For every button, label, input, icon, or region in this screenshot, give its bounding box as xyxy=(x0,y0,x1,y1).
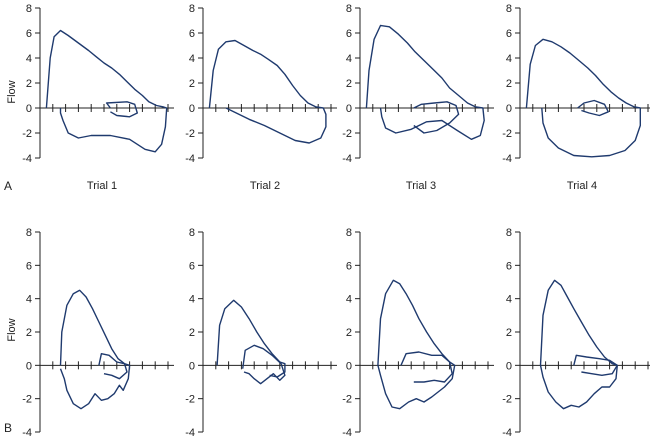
y-tick-label-a-2: 6 xyxy=(189,28,195,40)
plot-a-1: 8 6 4 2 0 -2 -4 xyxy=(22,3,174,165)
flow-loop-b-2-2 xyxy=(242,344,286,385)
flow-loop-a-4-2 xyxy=(577,99,609,117)
y-tick-label-b-4: -2 xyxy=(502,394,512,406)
y-tick-label-b-1: 8 xyxy=(26,227,32,239)
y-tick-label-b-3: 2 xyxy=(346,327,352,339)
y-tick-label-b-4: -4 xyxy=(502,427,512,436)
trial-label-1: Trial 1 xyxy=(87,180,117,192)
y-tick-label-b-3: -2 xyxy=(342,394,352,406)
y-tick-label-b-1: 4 xyxy=(26,294,32,306)
y-tick-label-b-1: 6 xyxy=(26,260,32,272)
flow-loop-b-3-1 xyxy=(377,279,456,410)
y-tick-label-a-3: 8 xyxy=(346,3,352,15)
y-tick-label-a-1: 0 xyxy=(26,103,32,115)
y-tick-label-b-2: 4 xyxy=(189,294,195,306)
flow-loop-b-2-1 xyxy=(216,299,286,378)
y-tick-label-a-2: 4 xyxy=(189,53,195,65)
y-tick-label-b-4: 6 xyxy=(506,260,512,272)
y-axis-label-a: Flow xyxy=(6,80,18,103)
panel-letter-b: B xyxy=(4,421,12,435)
y-tick-label-b-2: -4 xyxy=(185,427,195,436)
y-tick-label-a-4: -2 xyxy=(502,128,512,140)
y-tick-label-a-4: 2 xyxy=(506,78,512,90)
y-tick-label-b-4: 0 xyxy=(506,360,512,372)
plot-b-2: 8 6 4 2 0 -2 -4 xyxy=(185,227,337,439)
y-tick-label-a-4: 4 xyxy=(506,53,512,65)
y-tick-label-a-3: -2 xyxy=(342,128,352,140)
flow-loop-a-4-1 xyxy=(525,38,641,158)
plot-layer: 8 6 4 2 0 -2 -4 8 6 4 2 0 -2 -4 8 6 4 2 0 -2 -4 8 6 4 2 0 -2 -4 8 6 4 2… xyxy=(22,3,650,439)
y-tick-label-b-3: 6 xyxy=(346,260,352,272)
y-tick-label-a-3: -4 xyxy=(342,153,352,165)
plot-b-3: 8 6 4 2 0 -2 -4 xyxy=(342,227,494,439)
y-tick-label-a-3: 2 xyxy=(346,78,352,90)
flow-loop-a-3-2 xyxy=(413,101,460,134)
y-axis-label-b: Flow xyxy=(6,318,18,341)
y-tick-label-b-3: 4 xyxy=(346,294,352,306)
y-tick-label-b-2: 2 xyxy=(189,327,195,339)
y-tick-label-a-2: -2 xyxy=(185,128,195,140)
y-tick-label-a-3: 6 xyxy=(346,28,352,40)
y-tick-label-a-4: 6 xyxy=(506,28,512,40)
y-tick-label-a-1: -4 xyxy=(22,153,32,165)
y-tick-label-a-1: 2 xyxy=(26,78,32,90)
y-tick-label-b-1: -2 xyxy=(22,394,32,406)
plot-b-1: 8 6 4 2 0 -2 -4 xyxy=(22,227,174,439)
panel-letter-a: A xyxy=(4,179,12,193)
y-tick-label-b-1: 2 xyxy=(26,327,32,339)
flow-loop-b-4-1 xyxy=(539,279,618,410)
flow-loop-b-3-2 xyxy=(400,351,453,383)
flow-loop-a-2-1 xyxy=(208,39,327,144)
y-tick-label-a-1: 8 xyxy=(26,3,32,15)
y-tick-label-b-3: 8 xyxy=(346,227,352,239)
y-tick-label-a-2: 0 xyxy=(189,103,195,115)
y-tick-label-b-3: -4 xyxy=(342,427,352,436)
flow-loop-b-1-1 xyxy=(59,289,131,410)
flow-loop-a-3-1 xyxy=(365,24,485,141)
plot-b-4: 8 6 4 2 0 -2 -4 xyxy=(502,227,650,439)
y-tick-label-b-4: 8 xyxy=(506,227,512,239)
y-tick-label-a-1: 4 xyxy=(26,53,32,65)
trial-label-2: Trial 2 xyxy=(250,180,280,192)
y-tick-label-b-2: 6 xyxy=(189,260,195,272)
flow-loop-a-1-2 xyxy=(105,101,139,118)
y-tick-label-a-2: 8 xyxy=(189,3,195,15)
y-tick-label-a-4: -4 xyxy=(502,153,512,165)
flow-loop-b-4-2 xyxy=(573,354,618,376)
y-tick-label-a-1: 6 xyxy=(26,28,32,40)
y-tick-label-a-2: -4 xyxy=(185,153,195,165)
y-tick-label-a-4: 0 xyxy=(506,103,512,115)
flow-loop-a-1-1 xyxy=(45,29,168,153)
trial-label-4: Trial 4 xyxy=(567,180,597,192)
y-tick-label-b-2: -2 xyxy=(185,394,195,406)
y-tick-label-b-4: 2 xyxy=(506,327,512,339)
y-tick-label-a-2: 2 xyxy=(189,78,195,90)
y-tick-label-a-3: 0 xyxy=(346,103,352,115)
y-tick-label-b-1: 0 xyxy=(26,360,32,372)
plot-a-3: 8 6 4 2 0 -2 -4 xyxy=(342,3,494,165)
flow-loop-b-1-2 xyxy=(98,353,128,380)
y-tick-label-b-2: 8 xyxy=(189,227,195,239)
y-tick-label-b-1: -4 xyxy=(22,427,32,436)
y-tick-label-b-2: 0 xyxy=(189,360,195,372)
y-tick-label-a-4: 8 xyxy=(506,3,512,15)
y-tick-label-b-3: 0 xyxy=(346,360,352,372)
trial-label-3: Trial 3 xyxy=(406,180,436,192)
plot-a-4: 8 6 4 2 0 -2 -4 xyxy=(502,3,650,165)
plot-a-2: 8 6 4 2 0 -2 -4 xyxy=(185,3,337,165)
y-tick-label-a-3: 4 xyxy=(346,53,352,65)
y-tick-label-a-1: -2 xyxy=(22,128,32,140)
y-tick-label-b-4: 4 xyxy=(506,294,512,306)
